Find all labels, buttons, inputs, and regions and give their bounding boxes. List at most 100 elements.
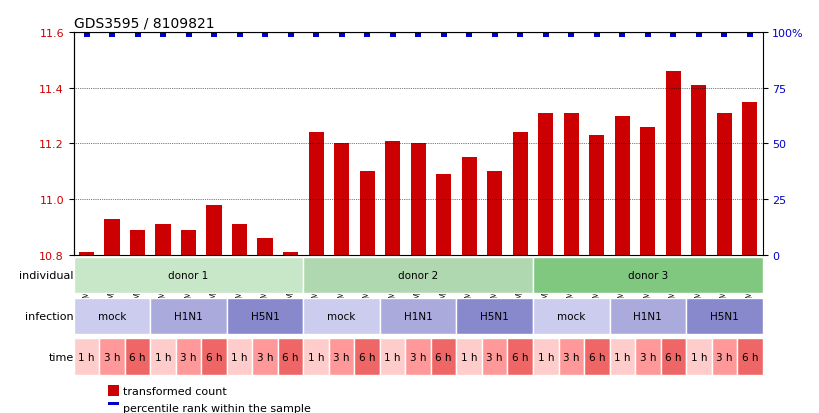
Bar [283, 252, 298, 255]
Text: 6 h: 6 h [206, 352, 222, 362]
Text: percentile rank within the sample: percentile rank within the sample [123, 403, 311, 413]
FancyBboxPatch shape [124, 338, 150, 375]
Text: 1 h: 1 h [307, 352, 324, 362]
FancyBboxPatch shape [482, 338, 507, 375]
FancyBboxPatch shape [227, 298, 303, 335]
Bar [129, 230, 145, 255]
Text: 3 h: 3 h [256, 352, 273, 362]
FancyBboxPatch shape [379, 298, 456, 335]
Bar [79, 252, 94, 255]
Text: 6 h: 6 h [588, 352, 604, 362]
FancyBboxPatch shape [686, 298, 762, 335]
FancyBboxPatch shape [431, 338, 456, 375]
Bar [563, 114, 578, 255]
Bar [741, 102, 757, 255]
Text: 6 h: 6 h [740, 352, 758, 362]
FancyBboxPatch shape [150, 338, 175, 375]
FancyBboxPatch shape [558, 338, 583, 375]
FancyBboxPatch shape [201, 338, 227, 375]
FancyBboxPatch shape [456, 338, 482, 375]
Bar [512, 133, 527, 255]
FancyBboxPatch shape [634, 338, 660, 375]
Bar [410, 144, 425, 255]
Text: H5N1: H5N1 [251, 311, 279, 321]
Text: 3 h: 3 h [715, 352, 731, 362]
FancyBboxPatch shape [456, 298, 532, 335]
Text: donor 2: donor 2 [397, 271, 438, 280]
Text: 1 h: 1 h [690, 352, 706, 362]
Bar [665, 72, 680, 255]
Text: donor 3: donor 3 [627, 271, 667, 280]
Bar [232, 225, 247, 255]
Bar [104, 219, 120, 255]
FancyBboxPatch shape [532, 298, 609, 335]
FancyBboxPatch shape [150, 298, 227, 335]
FancyBboxPatch shape [303, 338, 328, 375]
Text: infection: infection [25, 311, 74, 321]
Text: 6 h: 6 h [664, 352, 681, 362]
Text: donor 1: donor 1 [168, 271, 209, 280]
Bar [181, 230, 196, 255]
FancyBboxPatch shape [736, 338, 762, 375]
FancyBboxPatch shape [507, 338, 532, 375]
Text: 1 h: 1 h [460, 352, 477, 362]
Text: 3 h: 3 h [180, 352, 197, 362]
FancyBboxPatch shape [328, 338, 354, 375]
FancyBboxPatch shape [609, 338, 634, 375]
FancyBboxPatch shape [74, 298, 150, 335]
Text: time: time [48, 352, 74, 362]
Bar [588, 136, 604, 255]
FancyBboxPatch shape [583, 338, 609, 375]
Bar [156, 225, 170, 255]
Bar [308, 133, 324, 255]
Text: 3 h: 3 h [104, 352, 120, 362]
FancyBboxPatch shape [303, 298, 379, 335]
FancyBboxPatch shape [74, 338, 99, 375]
FancyBboxPatch shape [354, 338, 379, 375]
Bar [206, 205, 221, 255]
Bar [385, 141, 400, 255]
Text: 6 h: 6 h [511, 352, 528, 362]
Bar [257, 239, 273, 255]
FancyBboxPatch shape [405, 338, 431, 375]
FancyBboxPatch shape [74, 257, 303, 294]
Bar [486, 172, 502, 255]
FancyBboxPatch shape [175, 338, 201, 375]
Text: mock: mock [556, 311, 585, 321]
Bar [333, 144, 349, 255]
FancyBboxPatch shape [303, 257, 532, 294]
Text: 1 h: 1 h [613, 352, 630, 362]
Text: 3 h: 3 h [333, 352, 350, 362]
Text: 6 h: 6 h [435, 352, 451, 362]
Bar [690, 86, 706, 255]
Text: 1 h: 1 h [78, 352, 95, 362]
Bar [614, 116, 629, 255]
Text: 6 h: 6 h [359, 352, 375, 362]
Text: 1 h: 1 h [384, 352, 400, 362]
FancyBboxPatch shape [379, 338, 405, 375]
Bar [108, 385, 119, 396]
Text: 1 h: 1 h [155, 352, 171, 362]
Bar [108, 402, 119, 413]
Text: GDS3595 / 8109821: GDS3595 / 8109821 [74, 17, 214, 31]
Text: 6 h: 6 h [282, 352, 299, 362]
Text: 6 h: 6 h [129, 352, 146, 362]
Text: mock: mock [97, 311, 126, 321]
FancyBboxPatch shape [278, 338, 303, 375]
Text: 1 h: 1 h [231, 352, 247, 362]
FancyBboxPatch shape [532, 257, 762, 294]
Text: 3 h: 3 h [486, 352, 502, 362]
Text: H1N1: H1N1 [174, 311, 203, 321]
FancyBboxPatch shape [99, 338, 124, 375]
Bar [436, 175, 450, 255]
Bar [359, 172, 374, 255]
Text: H1N1: H1N1 [632, 311, 662, 321]
Text: transformed count: transformed count [123, 386, 227, 396]
FancyBboxPatch shape [711, 338, 736, 375]
FancyBboxPatch shape [252, 338, 278, 375]
Text: H5N1: H5N1 [709, 311, 738, 321]
FancyBboxPatch shape [660, 338, 686, 375]
Text: 3 h: 3 h [639, 352, 655, 362]
FancyBboxPatch shape [686, 338, 711, 375]
Bar [716, 114, 731, 255]
